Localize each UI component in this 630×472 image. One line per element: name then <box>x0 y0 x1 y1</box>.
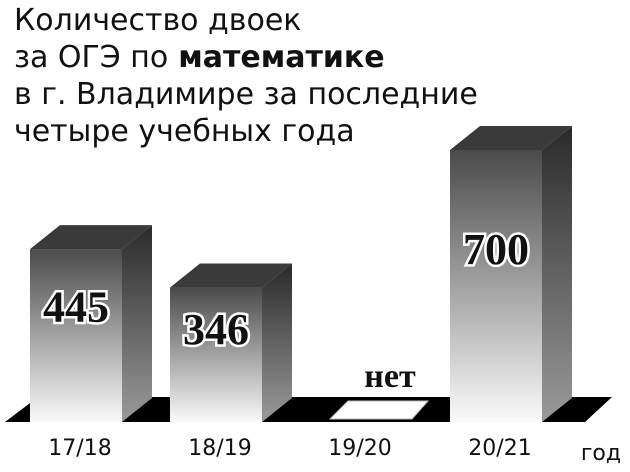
bar-side <box>262 263 292 422</box>
title-part: в г. Владимире за последние <box>14 77 478 112</box>
x-axis-label: год <box>581 441 621 466</box>
bar <box>30 225 152 422</box>
bar <box>450 126 572 422</box>
x-tick-label: 18/19 <box>188 436 251 461</box>
chart-title: Количество двоек за ОГЭ по математике в г. … <box>14 3 478 149</box>
empty-slot <box>328 400 430 420</box>
value-label: 346 <box>183 305 249 354</box>
value-label: нет <box>364 358 416 395</box>
bar-front <box>450 150 542 422</box>
x-tick-label: 17/18 <box>48 436 111 461</box>
bar <box>170 263 292 422</box>
title-part: четыре учебных года <box>14 114 355 149</box>
bar-side <box>122 225 152 422</box>
bar-top <box>450 126 572 150</box>
bar-front <box>170 287 262 422</box>
bar-side <box>542 126 572 422</box>
title-part: за ОГЭ по <box>14 40 168 75</box>
title-part: математике <box>178 40 384 75</box>
title-part: Количество двоек <box>14 3 301 38</box>
bar-top <box>170 263 292 288</box>
x-tick-label: 20/21 <box>468 436 531 461</box>
x-tick-label: 19/20 <box>328 436 391 461</box>
bar-top <box>30 225 152 250</box>
value-label: 445 <box>43 283 109 332</box>
value-label: 700 <box>463 225 529 274</box>
bar-front <box>30 249 122 422</box>
